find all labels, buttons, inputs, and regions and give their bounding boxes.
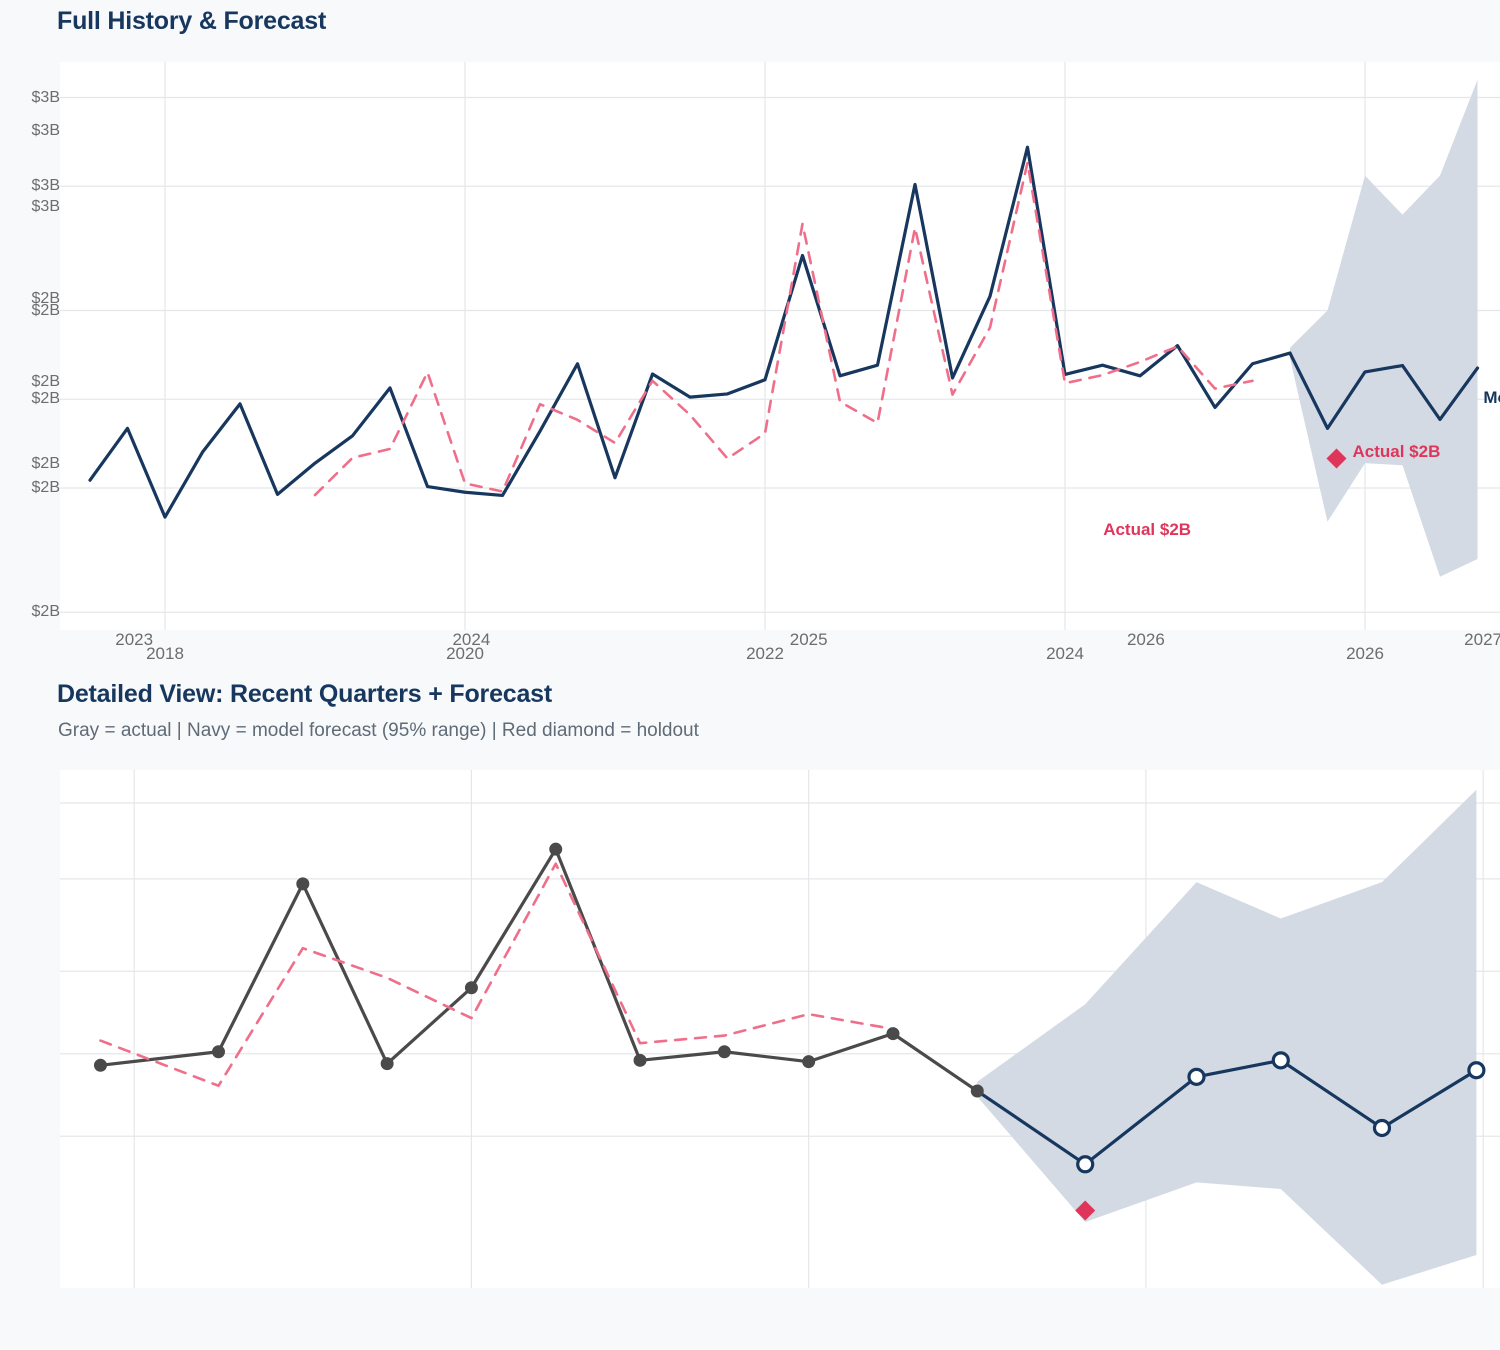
data-point-actual — [464, 981, 478, 995]
holdout-diamond-marker — [1326, 448, 1347, 469]
data-point-actual — [380, 1057, 394, 1071]
x-axis-tick-label: 2024 — [1046, 644, 1084, 663]
y-axis-tick-label: $2B — [31, 290, 60, 308]
y-axis-tick-label: $2B — [31, 455, 60, 473]
data-point-actual — [633, 1053, 647, 1067]
x-axis-tick-label: 2027 — [1464, 630, 1500, 649]
series-line-fitted — [99, 862, 895, 1088]
data-point-actual — [549, 842, 563, 856]
data-point-forecast — [1076, 1155, 1095, 1174]
data-point-actual — [212, 1045, 225, 1059]
data-point-actual — [717, 1045, 731, 1059]
annotation-label-model: Model — [1483, 388, 1500, 408]
data-point-actual — [802, 1055, 816, 1069]
forecast-confidence-band — [1290, 79, 1478, 577]
data-point-actual — [971, 1085, 983, 1097]
chart-canvas-full-history — [60, 62, 1500, 630]
panel-full-history: Full History & Forecast $3B $3B $2B $2B $2B $… — [0, 0, 1500, 672]
series-lines-top — [88, 145, 1480, 519]
data-point-actual — [93, 1058, 107, 1072]
x-axis-tick-label: 2026 — [1126, 630, 1165, 649]
x-axis-tick-label: 2026 — [1346, 644, 1384, 663]
data-point-forecast — [1187, 1067, 1206, 1086]
series-markers-bottom — [93, 842, 1486, 1221]
y-axis-tick-label: $3B — [31, 88, 60, 106]
x-axis-tick-label: 2020 — [446, 644, 484, 663]
y-axis-tick-label: $2B — [31, 301, 60, 319]
data-point-forecast — [1467, 1061, 1486, 1080]
x-axis-tick-label: 2025 — [789, 630, 828, 649]
annotation-label-actual-bottom: Actual $2B — [1103, 520, 1192, 540]
y-axis-tick-label: $2B — [31, 390, 60, 408]
data-point-actual — [886, 1027, 900, 1041]
y-axis-ticks-top: $3B $3B $2B $2B $2B $2B — [8, 62, 60, 630]
x-axis-tick-label: 2022 — [746, 644, 784, 663]
y-axis-tick-label: $3B — [31, 177, 60, 195]
annotation-label-actual-top: Actual $2B — [1352, 441, 1441, 461]
series-line-model-forecast — [1288, 351, 1480, 430]
chart-canvas-detailed-view — [60, 770, 1500, 1288]
plot-area-detailed-view — [60, 770, 1500, 1288]
data-point-forecast — [1372, 1118, 1392, 1138]
forecast-band-top — [1290, 79, 1478, 577]
holdout-diamond-marker — [1075, 1200, 1096, 1221]
y-axis-tick-label: $2B — [31, 603, 60, 621]
y-axis-ticks-bottom: $3B $3B $2B $2B $2B — [8, 98, 60, 616]
detailed-view-subtitle: Gray = actual | Navy = model forecast (9… — [58, 720, 699, 741]
panel-detailed-view: Detailed View: Recent Quarters + Forecas… — [0, 122, 1500, 1350]
data-point-actual — [296, 877, 310, 891]
page-title: Full History & Forecast — [57, 7, 327, 35]
forecast-confidence-band — [977, 789, 1477, 1285]
series-line-model — [975, 1058, 1478, 1166]
plot-area-full-history — [60, 62, 1500, 630]
series-line-actual — [88, 145, 1292, 519]
series-markers-top — [1326, 448, 1347, 469]
y-axis-tick-label: $2B — [31, 479, 60, 496]
series-line-actual — [98, 847, 979, 1093]
y-axis-tick-label: $3B — [31, 122, 60, 139]
detailed-view-title: Detailed View: Recent Quarters + Forecas… — [57, 680, 553, 708]
x-axis-tick-label: 2024 — [452, 630, 491, 649]
data-point-forecast — [1271, 1051, 1290, 1070]
x-axis-tick-label: 2018 — [146, 644, 184, 663]
y-axis-tick-label: $2B — [31, 372, 60, 390]
series-line-fitted — [313, 161, 1254, 497]
y-axis-tick-label: $3B — [31, 197, 60, 215]
x-axis-tick-label: 2023 — [115, 630, 154, 649]
forecast-band-bottom — [977, 789, 1477, 1285]
